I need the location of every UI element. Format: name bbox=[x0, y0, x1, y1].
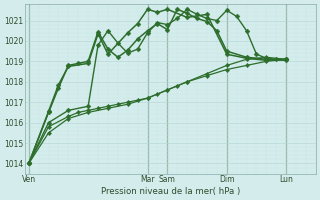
X-axis label: Pression niveau de la mer( hPa ): Pression niveau de la mer( hPa ) bbox=[101, 187, 240, 196]
